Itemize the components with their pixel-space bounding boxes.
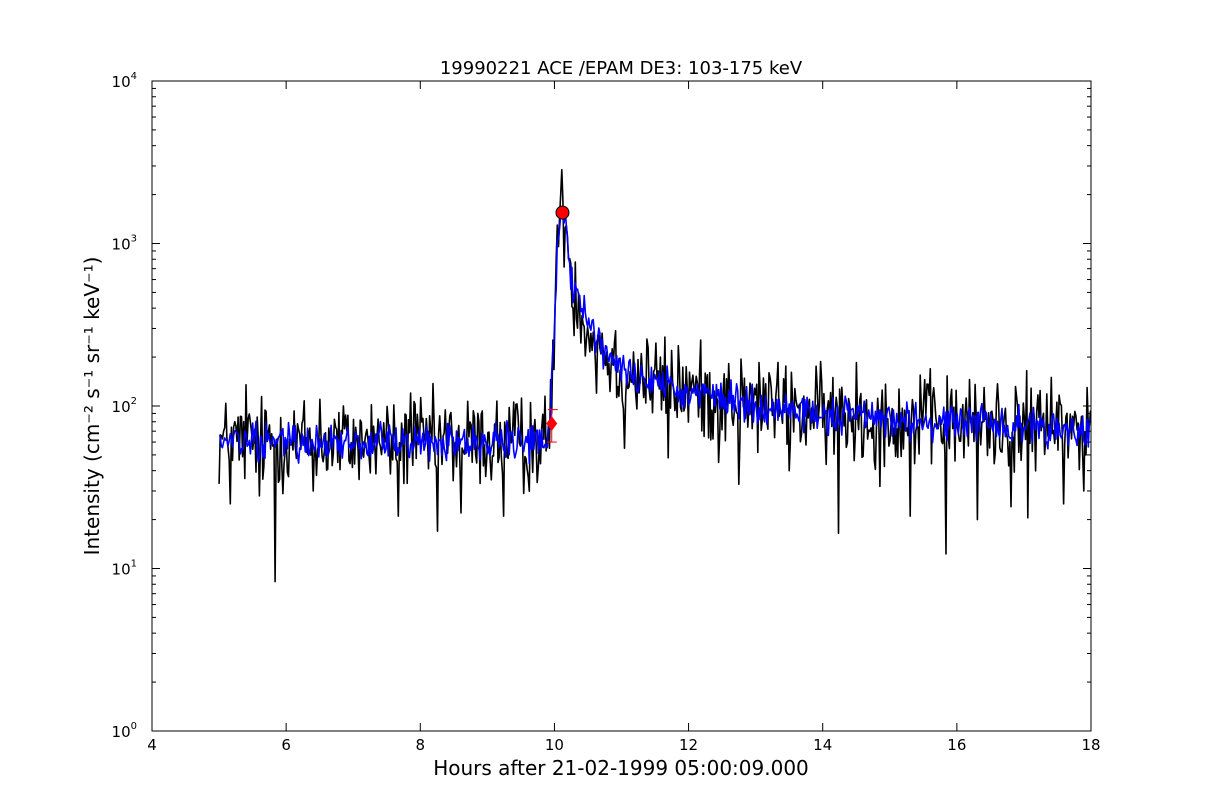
y-tick-label: 103 [112,234,137,254]
x-tick-label: 16 [947,736,966,754]
x-tick-label: 10 [545,736,564,754]
x-tick-label: 6 [281,736,291,754]
y-tick-label: 102 [112,396,137,416]
x-tick-label: 18 [1081,736,1100,754]
x-tick-label: 14 [813,736,832,754]
series-smoothed-line [218,207,1092,465]
x-tick-label: 4 [147,736,157,754]
x-tick-label: 8 [416,736,426,754]
plot-frame [151,80,1092,732]
plot-series [218,168,1092,583]
peak-marker [555,205,570,220]
y-axis-label: Intensity (cm⁻² s⁻¹ sr⁻¹ keV⁻¹) [80,257,104,556]
y-tick-label: 104 [112,71,137,91]
y-tick-label: 100 [112,721,137,741]
y-tick-label: 101 [112,559,137,579]
chart-title: 19990221 ACE /EPAM DE3: 103-175 keV [440,58,803,79]
onset-marker [546,416,558,431]
plot-markers [546,205,570,443]
x-axis-label: Hours after 21-02-1999 05:00:09.000 [433,756,809,780]
x-tick-label: 12 [679,736,698,754]
